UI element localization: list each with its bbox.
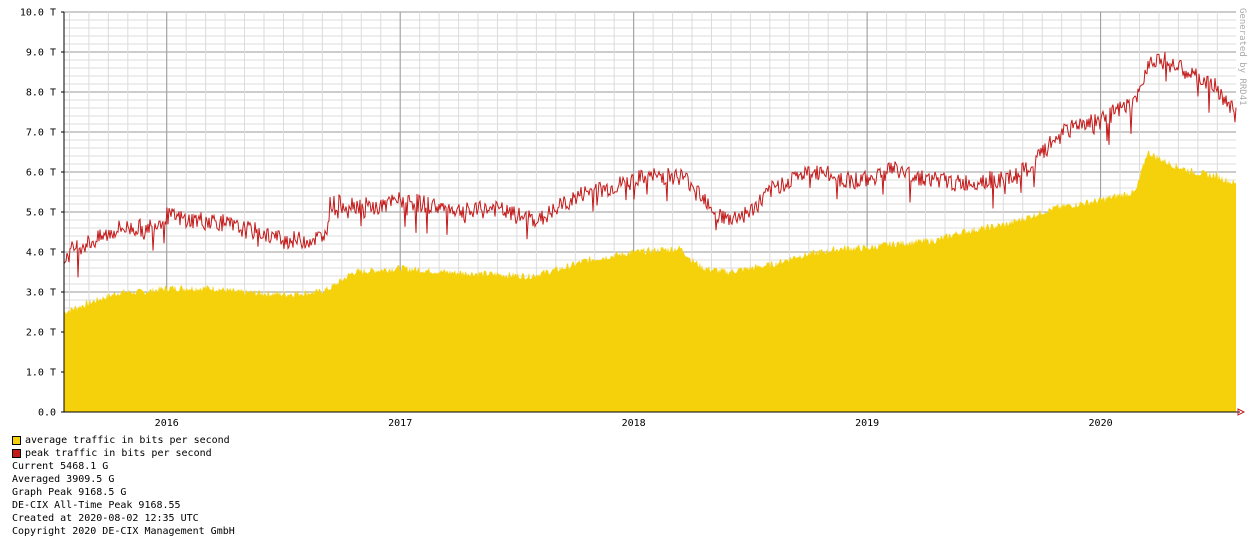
y-tick-label: 3.0 T bbox=[26, 288, 56, 299]
legend-label-average: average traffic in bits per second bbox=[25, 435, 230, 446]
y-tick-label: 6.0 T bbox=[26, 168, 56, 179]
peak-traffic-line bbox=[63, 52, 1237, 278]
y-tick-labels: 0.0 1.0 T 2.0 T 3.0 T 4.0 T 5.0 T 6.0 T 7.0 T 8.… bbox=[20, 8, 64, 419]
x-tick-label: 2018 bbox=[622, 418, 646, 429]
x-tick-label: 2016 bbox=[155, 418, 179, 429]
y-tick-label: 4.0 T bbox=[26, 248, 56, 259]
x-tick-label: 2020 bbox=[1089, 418, 1113, 429]
x-tick-labels: 2016 2017 2018 2019 2020 bbox=[155, 418, 1113, 429]
legend-label-peak: peak traffic in bits per second bbox=[25, 448, 212, 459]
y-tick-label: 0.0 bbox=[38, 408, 56, 419]
y-tick-label: 7.0 T bbox=[26, 128, 56, 139]
average-traffic-area bbox=[64, 150, 1236, 412]
traffic-chart: 0.0 1.0 T 2.0 T 3.0 T 4.0 T 5.0 T 6.0 T 7.0 T 8.… bbox=[20, 8, 1247, 430]
y-tick-label: 8.0 T bbox=[26, 88, 56, 99]
stat-all-time-peak: DE-CIX All-Time Peak 9168.55 bbox=[12, 500, 181, 511]
legend: average traffic in bits per second peak … bbox=[12, 434, 235, 538]
legend-item-peak: peak traffic in bits per second bbox=[12, 447, 235, 460]
series-layer bbox=[63, 52, 1237, 412]
legend-item-average: average traffic in bits per second bbox=[12, 434, 235, 447]
stat-created: Created at 2020-08-02 12:35 UTC bbox=[12, 513, 199, 524]
x-tick-label: 2017 bbox=[388, 418, 412, 429]
stat-copyright: Copyright 2020 DE-CIX Management GmbH bbox=[12, 526, 235, 537]
y-tick-label: 9.0 T bbox=[26, 48, 56, 59]
y-tick-label: 1.0 T bbox=[26, 368, 56, 379]
y-tick-label: 5.0 T bbox=[26, 208, 56, 219]
stat-current: Current 5468.1 G bbox=[12, 461, 109, 472]
watermark: Generated by RRD41 bbox=[1237, 8, 1247, 106]
y-tick-label: 2.0 T bbox=[26, 328, 56, 339]
y-tick-label: 10.0 T bbox=[20, 8, 56, 19]
stat-graph-peak: Graph Peak 9168.5 G bbox=[12, 487, 127, 498]
x-axis-arrow-icon bbox=[1237, 408, 1246, 416]
stat-averaged: Averaged 3909.5 G bbox=[12, 474, 115, 485]
peak-swatch-icon bbox=[12, 449, 21, 458]
average-swatch-icon bbox=[12, 436, 21, 445]
x-tick-label: 2019 bbox=[855, 418, 879, 429]
